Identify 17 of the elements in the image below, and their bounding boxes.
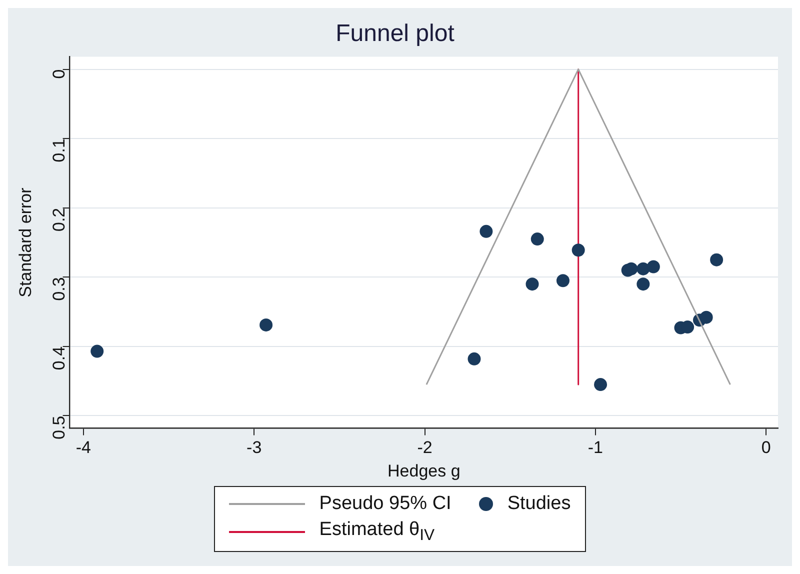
y-tick-label: 0.2 (49, 208, 68, 232)
legend-label: Pseudo 95% CI (319, 493, 452, 515)
y-tick-label: 0.4 (49, 346, 68, 370)
y-tick-label: 0 (49, 69, 68, 79)
x-tick-label: -1 (588, 438, 603, 458)
x-tick-label: 0 (761, 438, 771, 458)
chart-title: Funnel plot (336, 20, 455, 48)
legend-label: Estimated θ$_{IV}$ (319, 519, 435, 545)
y-tick-label: 0.5 (49, 416, 68, 440)
x-tick-label: -3 (246, 438, 262, 458)
legend-label: Studies (507, 493, 571, 515)
y-tick-label: 0.3 (49, 277, 68, 301)
x-tick-label: -4 (76, 438, 92, 458)
x-axis-title: Hedges g (388, 461, 460, 480)
y-tick-label: 0.1 (49, 138, 68, 162)
x-tick-label: -2 (417, 438, 432, 458)
y-axis-title: Standard error (16, 187, 35, 298)
